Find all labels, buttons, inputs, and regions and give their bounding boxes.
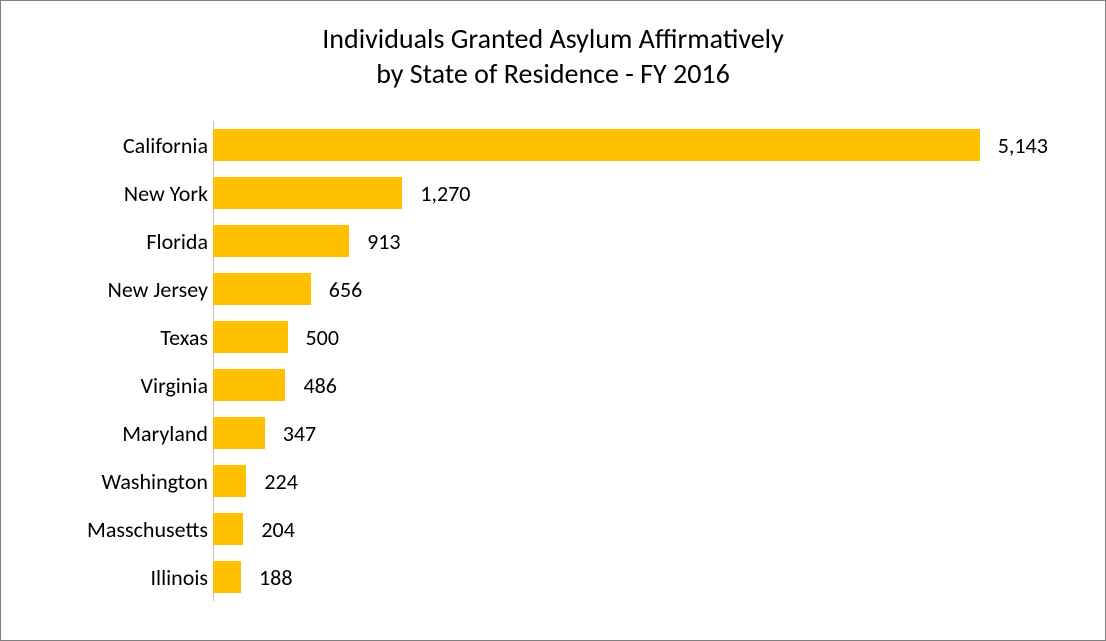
value-label: 5,143 bbox=[980, 132, 1048, 159]
value-label: 486 bbox=[285, 372, 336, 399]
chart-title-line1: Individuals Granted Asylum Affirmatively bbox=[322, 21, 784, 56]
bar bbox=[213, 513, 243, 545]
bar-row: Illinois 188 bbox=[53, 553, 1053, 601]
value-label: 224 bbox=[246, 468, 297, 495]
category-label: Texas bbox=[53, 324, 213, 351]
value-label: 913 bbox=[349, 228, 400, 255]
chart-title: Individuals Granted Asylum Affirmatively… bbox=[41, 21, 1065, 91]
value-label: 204 bbox=[243, 516, 294, 543]
bar-row: New Jersey 656 bbox=[53, 265, 1053, 313]
bar-wrap: 204 bbox=[213, 505, 1053, 553]
bar bbox=[213, 369, 285, 401]
bar bbox=[213, 129, 980, 161]
category-label: Maryland bbox=[53, 420, 213, 447]
bar bbox=[213, 177, 402, 209]
bar-wrap: 5,143 bbox=[213, 121, 1053, 169]
bar bbox=[213, 273, 311, 305]
bar-row: Florida 913 bbox=[53, 217, 1053, 265]
bar bbox=[213, 417, 265, 449]
bar-wrap: 347 bbox=[213, 409, 1053, 457]
bar-row: Texas 500 bbox=[53, 313, 1053, 361]
bar-wrap: 500 bbox=[213, 313, 1053, 361]
bar-wrap: 486 bbox=[213, 361, 1053, 409]
bar bbox=[213, 465, 246, 497]
bar-row: Maryland 347 bbox=[53, 409, 1053, 457]
bar bbox=[213, 321, 288, 353]
bar-wrap: 913 bbox=[213, 217, 1053, 265]
category-label: California bbox=[53, 132, 213, 159]
bar-wrap: 188 bbox=[213, 553, 1053, 601]
bar bbox=[213, 561, 241, 593]
category-label: New York bbox=[53, 180, 213, 207]
category-label: Virginia bbox=[53, 372, 213, 399]
value-label: 656 bbox=[311, 276, 362, 303]
value-label: 500 bbox=[288, 324, 339, 351]
bar-row: Masschusetts 204 bbox=[53, 505, 1053, 553]
category-label: Florida bbox=[53, 228, 213, 255]
value-label: 188 bbox=[241, 564, 292, 591]
bar-wrap: 224 bbox=[213, 457, 1053, 505]
bar-row: New York 1,270 bbox=[53, 169, 1053, 217]
category-label: New Jersey bbox=[53, 276, 213, 303]
bar-row: California 5,143 bbox=[53, 121, 1053, 169]
category-label: Masschusetts bbox=[53, 516, 213, 543]
bar-row: Washington 224 bbox=[53, 457, 1053, 505]
chart-container: Individuals Granted Asylum Affirmatively… bbox=[0, 0, 1106, 641]
bar-row: Virginia 486 bbox=[53, 361, 1053, 409]
bar-wrap: 656 bbox=[213, 265, 1053, 313]
value-label: 1,270 bbox=[402, 180, 470, 207]
chart-plot-area: California 5,143 New York 1,270 Florida 913 Ne… bbox=[53, 121, 1053, 601]
category-label: Illinois bbox=[53, 564, 213, 591]
value-label: 347 bbox=[265, 420, 316, 447]
bar bbox=[213, 225, 349, 257]
category-label: Washington bbox=[53, 468, 213, 495]
bar-wrap: 1,270 bbox=[213, 169, 1053, 217]
chart-title-line2: by State of Residence - FY 2016 bbox=[376, 56, 730, 91]
